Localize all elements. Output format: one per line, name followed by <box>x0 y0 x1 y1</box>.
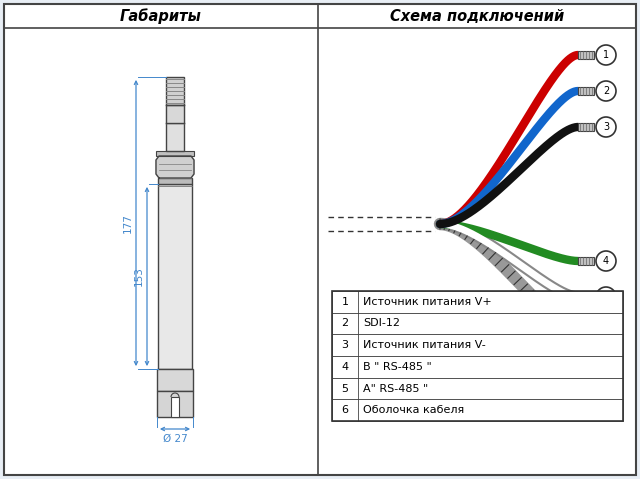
Bar <box>166 123 184 151</box>
Text: 6: 6 <box>603 326 609 336</box>
Text: 5: 5 <box>603 292 609 302</box>
Text: 6: 6 <box>342 405 349 415</box>
Bar <box>156 151 194 156</box>
Text: Источник питания V+: Источник питания V+ <box>363 297 492 307</box>
Bar <box>332 291 623 313</box>
Bar <box>578 87 594 95</box>
Bar <box>578 123 594 131</box>
Text: SDI-12: SDI-12 <box>363 319 400 329</box>
Circle shape <box>596 81 616 101</box>
Text: A" RS-485 ": A" RS-485 " <box>363 384 428 394</box>
Bar <box>157 391 193 417</box>
Bar <box>332 356 623 377</box>
Circle shape <box>596 45 616 65</box>
Bar <box>578 51 594 59</box>
Bar <box>578 327 594 335</box>
Circle shape <box>596 287 616 307</box>
Text: Источник питания V-: Источник питания V- <box>363 340 486 350</box>
Polygon shape <box>156 156 194 178</box>
Text: 4: 4 <box>341 362 349 372</box>
Bar <box>158 184 192 369</box>
Text: Габариты: Габариты <box>120 8 202 24</box>
Bar <box>166 77 184 105</box>
Circle shape <box>596 321 616 341</box>
Text: B " RS-485 ": B " RS-485 " <box>363 362 432 372</box>
Polygon shape <box>166 105 184 123</box>
Bar <box>332 313 623 334</box>
Text: 4: 4 <box>603 256 609 266</box>
Text: 3: 3 <box>342 340 349 350</box>
Bar <box>171 397 179 417</box>
Text: Схема подключений: Схема подключений <box>390 9 564 23</box>
Bar <box>332 334 623 356</box>
Text: 1: 1 <box>342 297 349 307</box>
Text: 153: 153 <box>134 266 144 286</box>
Bar <box>158 178 192 184</box>
Bar <box>157 369 193 391</box>
Text: 5: 5 <box>342 384 349 394</box>
Text: 2: 2 <box>603 86 609 96</box>
Bar <box>578 257 594 265</box>
Text: 177: 177 <box>123 213 133 233</box>
Text: 1: 1 <box>603 50 609 60</box>
Text: 2: 2 <box>341 319 349 329</box>
Text: Оболочка кабеля: Оболочка кабеля <box>363 405 464 415</box>
Text: Ø 27: Ø 27 <box>163 434 188 444</box>
Bar <box>578 293 594 301</box>
Bar <box>332 291 623 421</box>
Circle shape <box>596 117 616 137</box>
Circle shape <box>596 251 616 271</box>
Bar <box>332 399 623 421</box>
Bar <box>332 377 623 399</box>
Text: 3: 3 <box>603 122 609 132</box>
